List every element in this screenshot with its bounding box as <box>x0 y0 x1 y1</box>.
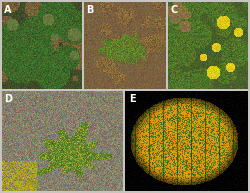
Text: B: B <box>86 5 94 15</box>
Text: A: A <box>4 5 12 15</box>
Text: D: D <box>4 94 12 104</box>
Text: C: C <box>170 5 178 15</box>
Text: E: E <box>129 94 135 104</box>
